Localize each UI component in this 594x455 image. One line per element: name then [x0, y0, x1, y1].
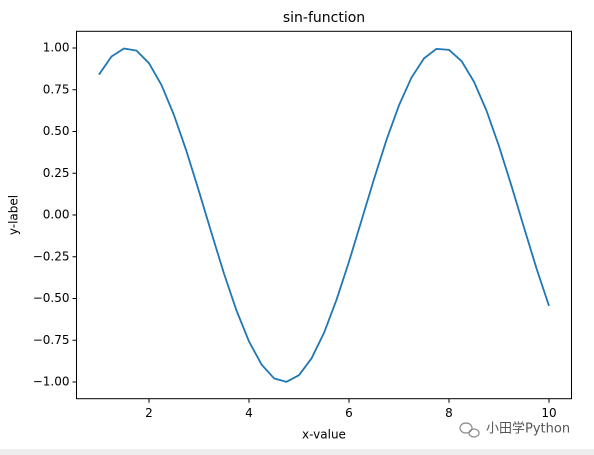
y-tick-label: 0.75 — [43, 82, 70, 96]
watermark: 小田学Python — [486, 421, 570, 437]
y-tick-label: −0.75 — [33, 333, 70, 347]
watermark-icon — [459, 422, 480, 438]
y-tick-label: 0.50 — [43, 124, 70, 138]
y-tick-label: 0.25 — [43, 166, 70, 180]
x-tick-label: 2 — [145, 406, 153, 420]
x-tick-label: 8 — [445, 406, 453, 420]
x-tick-label: 4 — [245, 406, 253, 420]
y-axis-label: y-label — [7, 195, 21, 235]
line-series — [98, 47, 550, 383]
bottom-strip — [0, 449, 594, 455]
plot-frame — [76, 30, 572, 400]
y-tick-label: −0.25 — [33, 249, 70, 263]
chart-title: sin-function — [283, 10, 365, 26]
y-tick-label: 0.00 — [43, 208, 70, 222]
y-tick-label: 1.00 — [43, 41, 70, 55]
x-axis-label: x-value — [302, 428, 346, 442]
y-tick-label: −1.00 — [33, 375, 70, 389]
x-tick-label: 10 — [541, 406, 556, 420]
x-tick-label: 6 — [345, 406, 353, 420]
y-tick-label: −0.50 — [33, 291, 70, 305]
